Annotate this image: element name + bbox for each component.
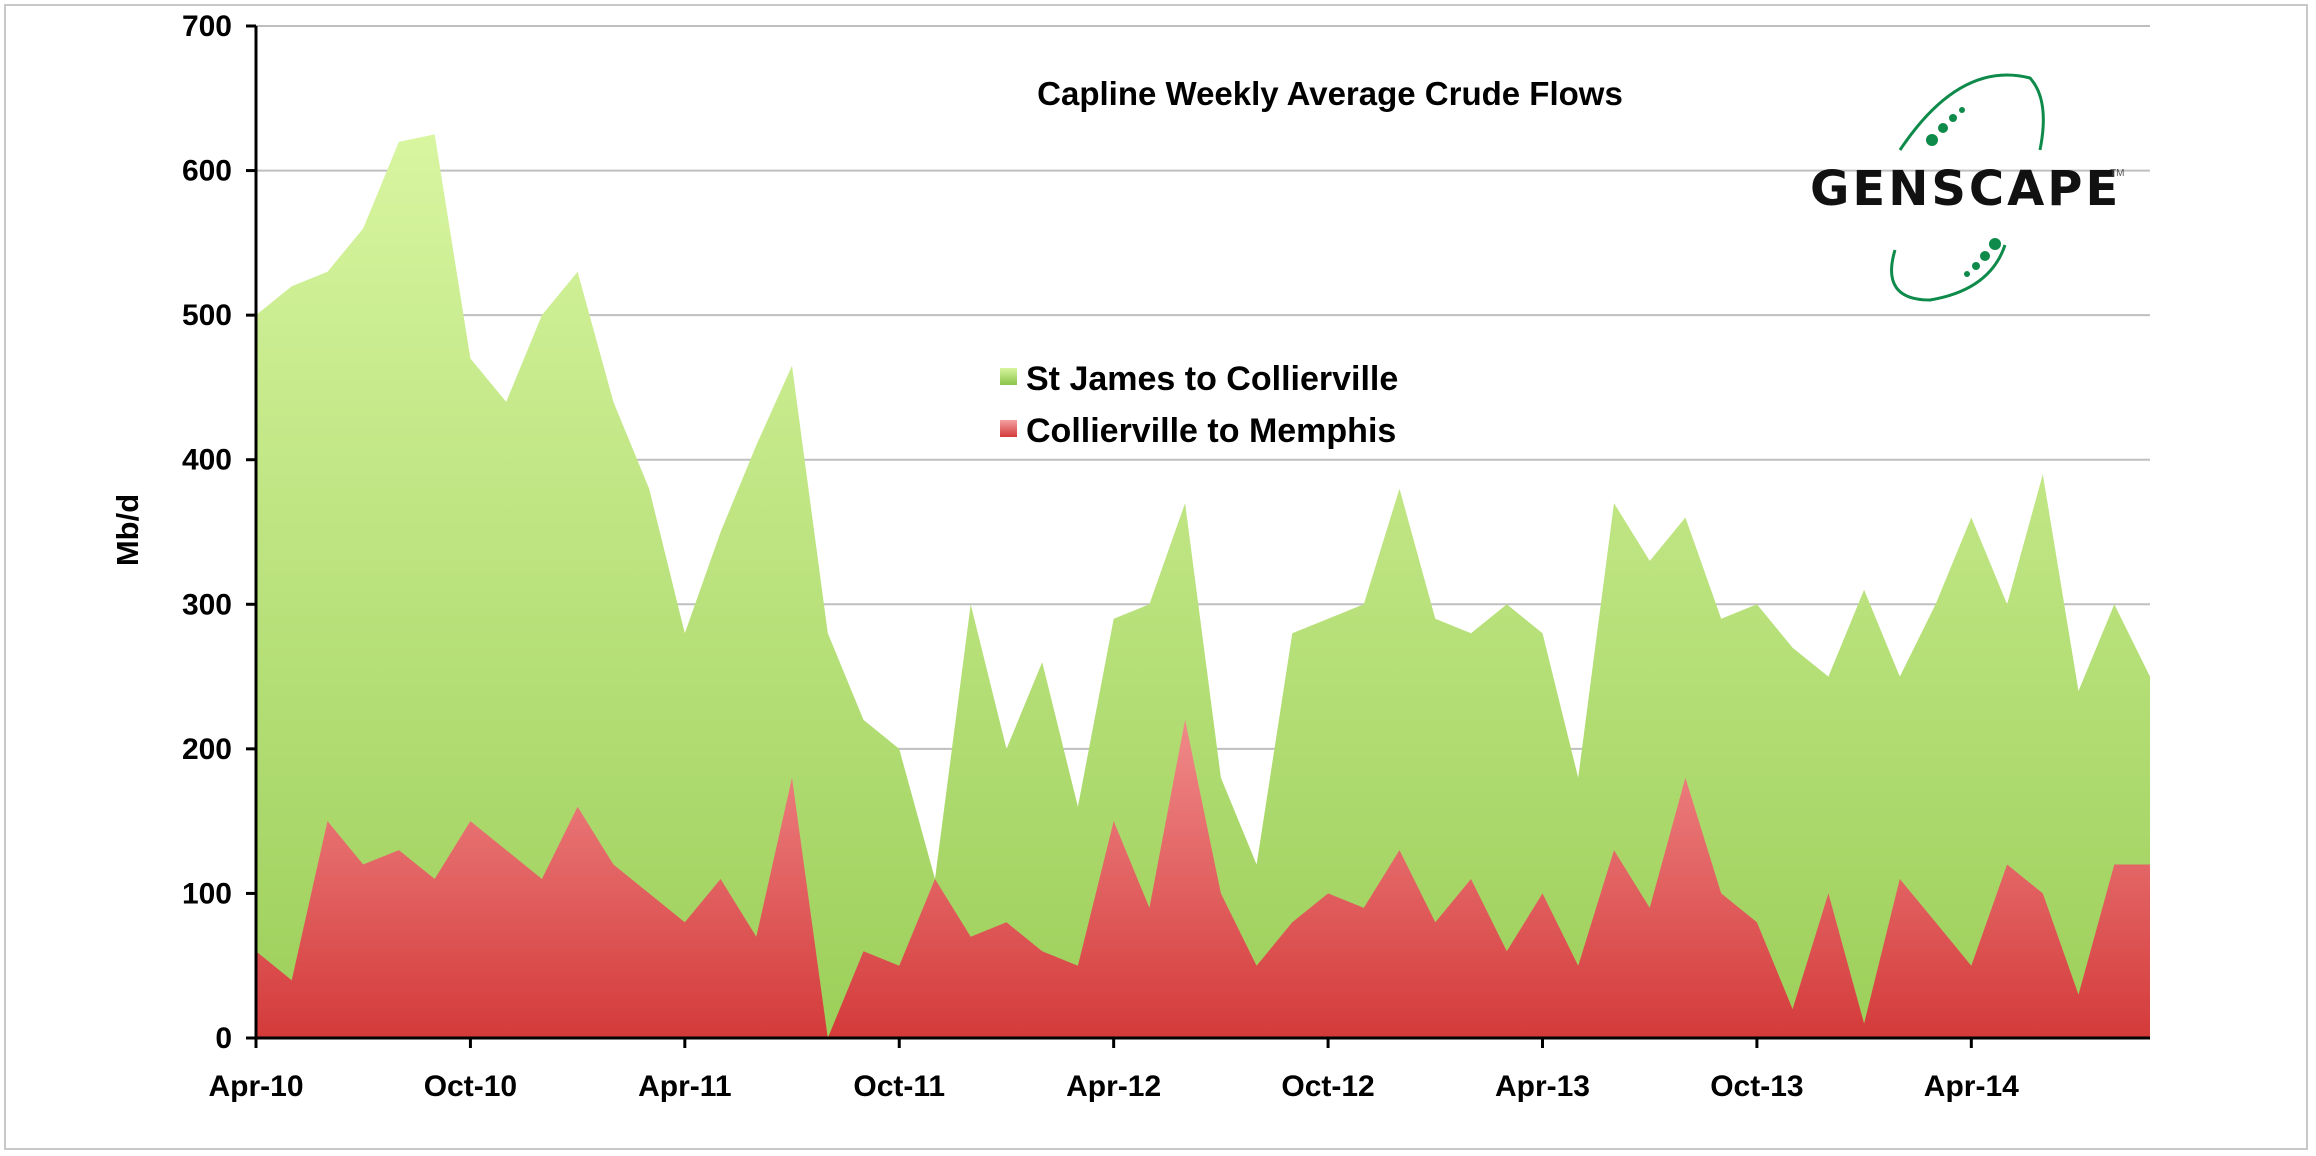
area-collierville-to-memphis	[256, 719, 2150, 1038]
x-tick-label-apr-13: Apr-13	[1495, 1070, 1590, 1103]
x-tick-label-oct-12: Oct-12	[1281, 1070, 1374, 1103]
x-tick-label-apr-11: Apr-11	[638, 1070, 731, 1103]
logo-arc-top	[1898, 73, 2045, 151]
legend-swatch-collierville	[1000, 420, 1017, 437]
genscape-logo: GENSCAPE TM	[1810, 73, 2124, 302]
y-tick-label-400: 400	[182, 444, 232, 477]
logo-text: GENSCAPE	[1810, 161, 2121, 217]
logo-arc-bottom	[1890, 244, 2007, 302]
y-tick-label-200: 200	[182, 733, 232, 766]
legend: St James to Collierville Collierville to…	[1000, 360, 1398, 450]
x-tick-label-apr-14: Apr-14	[1924, 1070, 2019, 1103]
y-tick-label-700: 700	[182, 10, 232, 43]
y-tick-labels: 0 100 200 300 400 500 600 700	[182, 10, 232, 1055]
logo-tm: TM	[2110, 168, 2124, 179]
x-tick-labels: Apr-10 Oct-10 Apr-11 Oct-11 Apr-12 Oct-12 Apr-…	[208, 1070, 2019, 1103]
series-areas	[256, 134, 2150, 1038]
y-tick-label-600: 600	[182, 155, 232, 188]
legend-label-collierville: Collierville to Memphis	[1026, 412, 1396, 450]
x-tick-label-oct-10: Oct-10	[424, 1070, 517, 1103]
y-tick-label-0: 0	[215, 1022, 232, 1055]
y-tick-label-500: 500	[182, 299, 232, 332]
x-tick-label-oct-13: Oct-13	[1710, 1070, 1803, 1103]
y-axis-label: Mb/d	[110, 494, 145, 566]
y-tick-label-100: 100	[182, 877, 232, 910]
chart-title: Capline Weekly Average Crude Flows	[1037, 75, 1623, 112]
x-tick-label-oct-11: Oct-11	[853, 1070, 945, 1103]
legend-swatch-st-james	[1000, 368, 1017, 385]
y-tick-label-300: 300	[182, 588, 232, 621]
x-tick-label-apr-10: Apr-10	[208, 1070, 303, 1103]
axes	[246, 24, 2150, 1048]
x-tick-label-apr-12: Apr-12	[1066, 1070, 1161, 1103]
legend-label-st-james: St James to Collierville	[1026, 360, 1398, 398]
